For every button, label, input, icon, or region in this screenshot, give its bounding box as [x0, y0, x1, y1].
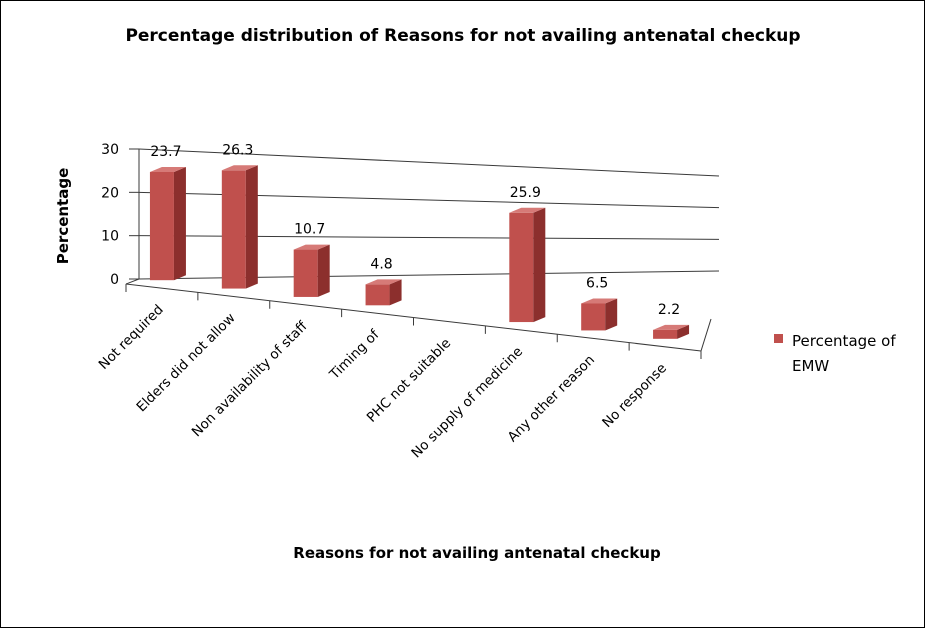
data-label: 25.9 [510, 185, 541, 201]
bar [581, 303, 606, 331]
y-tick-label: 30 [101, 142, 119, 158]
data-label: 6.5 [586, 275, 608, 291]
x-tick-label: Timing of [326, 326, 383, 383]
bar-side [245, 165, 258, 289]
bar-side [533, 207, 546, 323]
bar-side [173, 166, 186, 281]
data-label: 23.7 [150, 144, 181, 160]
data-label: 2.2 [658, 302, 680, 318]
bar-side [605, 298, 618, 331]
bar [509, 212, 534, 323]
x-axis-corner-line [125, 278, 140, 285]
bar-side [389, 279, 402, 306]
x-tick-label: No response [599, 360, 670, 431]
bar [149, 171, 174, 281]
data-label: 4.8 [370, 256, 392, 272]
data-label: 10.7 [294, 222, 325, 238]
legend-swatch [774, 334, 783, 343]
bar-top [653, 324, 690, 330]
bar-top [293, 244, 330, 250]
chart-title: Percentage distribution of Reasons for n… [125, 26, 800, 46]
bar-top [221, 165, 258, 171]
bar-side [677, 324, 690, 339]
bar [293, 249, 318, 297]
bar-top [509, 207, 546, 213]
y-ticks-layer: 0 10 20 30 [101, 142, 139, 288]
data-label: 26.3 [222, 142, 253, 158]
bar-top [149, 166, 186, 172]
x-axis-title: Reasons for not availing antenatal check… [293, 544, 661, 562]
x-tick-label: PHC not suitable [364, 335, 454, 425]
data-labels-layer: 23.7 26.3 10.7 4.8 25.9 6.5 2.2 [150, 142, 680, 318]
gridline [138, 148, 720, 177]
bar [365, 284, 390, 306]
bar-side [317, 244, 330, 297]
y-tick-label: 10 [101, 229, 119, 245]
legend: Percentage of EMW [774, 332, 896, 375]
y-axis-title: Percentage [54, 168, 72, 265]
bar [653, 329, 678, 339]
bars-layer [149, 165, 690, 339]
y-tick-label: 0 [110, 272, 119, 288]
legend-label-line-1: Percentage of [792, 332, 896, 350]
bar [221, 170, 246, 289]
x-tick-label: Any other reason [505, 352, 598, 445]
bar-top [365, 279, 402, 285]
bar-top [581, 298, 618, 304]
x-tick-label: Not required [96, 302, 167, 373]
x-axis-side-line [700, 318, 712, 352]
y-tick-label: 20 [101, 185, 119, 201]
legend-label-line-2: EMW [792, 357, 829, 375]
